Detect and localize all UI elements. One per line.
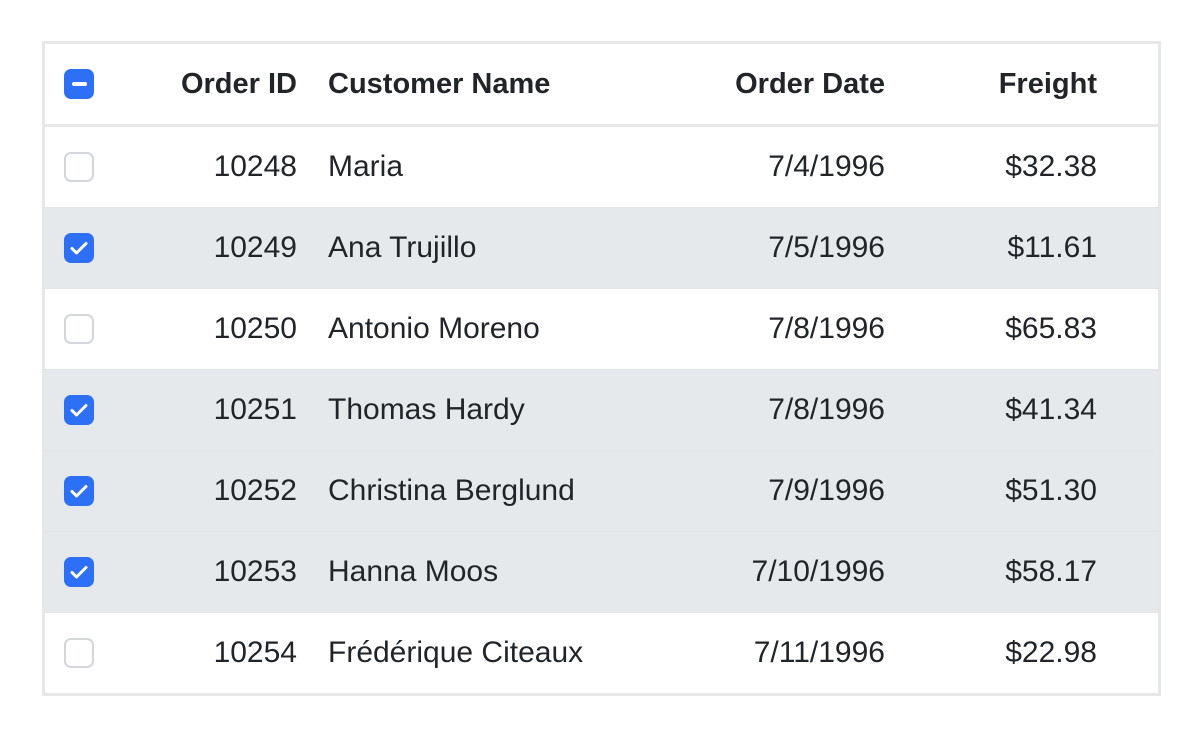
freight-cell: $51.30 xyxy=(899,450,1111,532)
table-row[interactable]: 10251 Thomas Hardy 7/8/1996 $41.34 xyxy=(45,369,1158,451)
row-select-cell xyxy=(45,125,131,208)
row-select-cell xyxy=(45,531,131,613)
order-date-cell: 7/9/1996 xyxy=(641,450,899,532)
column-header-customer-name[interactable]: Customer Name xyxy=(311,44,641,127)
row-checkbox[interactable] xyxy=(64,233,94,263)
customer-name-cell: Frédérique Citeaux xyxy=(328,636,584,669)
order-id-cell: 10248 xyxy=(131,125,311,208)
customer-name-cell: Ana Trujillo xyxy=(311,207,641,289)
order-date-cell: 7/10/1996 xyxy=(641,531,899,613)
row-spacer xyxy=(1111,207,1158,289)
row-spacer xyxy=(1111,125,1158,208)
order-date-cell: 7/4/1996 xyxy=(641,125,899,208)
order-date-cell: 7/11/1996 xyxy=(753,636,885,669)
row-checkbox[interactable] xyxy=(64,476,94,506)
row-spacer xyxy=(1111,369,1158,451)
order-date-cell: 7/8/1996 xyxy=(641,288,899,370)
order-id-cell: 10254 xyxy=(213,636,297,669)
order-id-cell: 10249 xyxy=(131,207,311,289)
row-select-cell xyxy=(45,450,131,532)
row-select-cell xyxy=(45,207,131,289)
row-spacer xyxy=(1111,288,1158,370)
header-row: Order ID Customer Name Order Date Freigh… xyxy=(45,44,1158,127)
freight-cell: $58.17 xyxy=(899,531,1111,613)
column-header-order-id[interactable]: Order ID xyxy=(131,44,311,127)
customer-name-cell: Antonio Moreno xyxy=(311,288,641,370)
customer-name-cell: Christina Berglund xyxy=(311,450,641,532)
row-checkbox[interactable] xyxy=(64,638,94,668)
freight-cell: $65.83 xyxy=(899,288,1111,370)
orders-table: Order ID Customer Name Order Date Freigh… xyxy=(45,44,1158,693)
header-spacer xyxy=(1111,44,1158,127)
row-spacer xyxy=(1111,613,1158,694)
select-all-checkbox[interactable] xyxy=(64,69,94,99)
order-id-cell: 10253 xyxy=(131,531,311,613)
table-row[interactable]: 10254 Frédérique Citeaux 7/11/1996 $22.9… xyxy=(45,613,1158,694)
order-id-cell: 10251 xyxy=(131,369,311,451)
freight-cell: $22.98 xyxy=(1005,636,1097,669)
checkmark-icon xyxy=(70,242,88,255)
checkmark-icon xyxy=(70,485,88,498)
row-select-cell xyxy=(45,369,131,451)
customer-name-cell: Maria xyxy=(311,125,641,208)
table-row[interactable]: 10252 Christina Berglund 7/9/1996 $51.30 xyxy=(45,450,1158,532)
table-row[interactable]: 10248 Maria 7/4/1996 $32.38 xyxy=(45,125,1158,208)
customer-name-cell: Hanna Moos xyxy=(311,531,641,613)
order-date-cell: 7/5/1996 xyxy=(641,207,899,289)
row-checkbox[interactable] xyxy=(64,314,94,344)
row-select-cell xyxy=(45,288,131,370)
column-header-order-date[interactable]: Order Date xyxy=(641,44,899,127)
checkmark-icon xyxy=(70,404,88,417)
freight-cell: $32.38 xyxy=(899,125,1111,208)
row-select-cell xyxy=(45,613,131,694)
column-header-freight[interactable]: Freight xyxy=(899,44,1111,127)
table-row[interactable]: 10249 Ana Trujillo 7/5/1996 $11.61 xyxy=(45,207,1158,289)
select-all-cell xyxy=(45,44,131,127)
freight-cell: $41.34 xyxy=(899,369,1111,451)
checkmark-icon xyxy=(70,566,88,579)
orders-grid: Order ID Customer Name Order Date Freigh… xyxy=(42,41,1161,696)
row-checkbox[interactable] xyxy=(64,557,94,587)
table-row[interactable]: 10250 Antonio Moreno 7/8/1996 $65.83 xyxy=(45,288,1158,370)
order-id-cell: 10250 xyxy=(131,288,311,370)
row-checkbox[interactable] xyxy=(64,152,94,182)
row-checkbox[interactable] xyxy=(64,395,94,425)
freight-cell: $11.61 xyxy=(899,207,1111,289)
table-row[interactable]: 10253 Hanna Moos 7/10/1996 $58.17 xyxy=(45,531,1158,613)
order-id-cell: 10252 xyxy=(131,450,311,532)
order-date-cell: 7/8/1996 xyxy=(641,369,899,451)
row-spacer xyxy=(1111,531,1158,613)
customer-name-cell: Thomas Hardy xyxy=(311,369,641,451)
indeterminate-dash-icon xyxy=(71,82,87,86)
row-spacer xyxy=(1111,450,1158,532)
